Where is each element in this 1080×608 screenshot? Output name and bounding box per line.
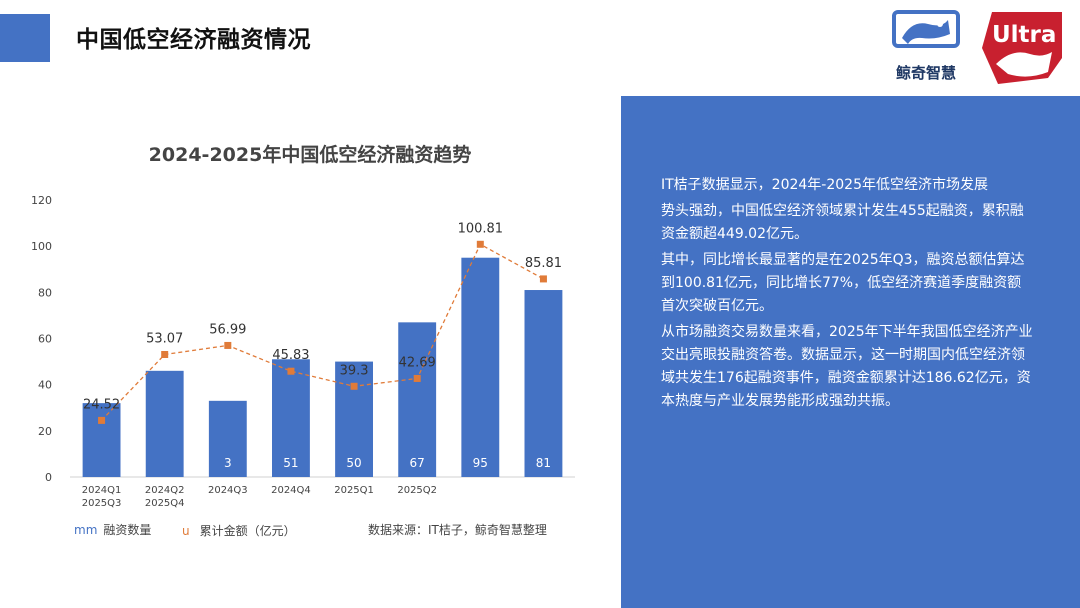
line-value-label: 85.81: [525, 256, 562, 271]
bar-value-label: 3: [224, 456, 232, 470]
bar-2025Q2: [398, 322, 437, 477]
bar-2025Q3: [461, 257, 500, 477]
legend-line-label: 累计金额（亿元）: [199, 524, 296, 538]
line-value-label: 24.52: [83, 397, 120, 412]
y-tick-label: 60: [38, 333, 52, 346]
y-tick-label: 120: [31, 194, 52, 207]
chart-title: 2024-2025年中国低空经济融资趋势: [148, 144, 472, 166]
line-value-label: 39.3: [340, 363, 369, 378]
line-point-2025Q3: [476, 240, 484, 248]
line-point-2024Q1: [98, 416, 106, 424]
y-tick-label: 80: [38, 286, 52, 299]
line-value-label: 53.07: [146, 331, 183, 346]
bar-2024Q1: [82, 403, 121, 477]
line-point-2025Q2: [413, 374, 421, 382]
title-accent-square: [0, 14, 50, 62]
bar-2024Q2: [145, 370, 184, 477]
x-tick-label: 2025Q2: [397, 485, 437, 496]
line-value-label: 42.69: [399, 355, 436, 370]
legend-bar-marker: mm: [74, 523, 98, 537]
bar-value-label: 95: [473, 456, 488, 470]
line-point-2024Q2: [161, 350, 169, 358]
whale-logo-name: 鲸奇智慧: [895, 64, 956, 82]
line-point-2025Q4: [539, 275, 547, 283]
summary-paragraph-3: 其中，同比增长最显著的是在2025年Q3，融资总额估算达到100.81亿元，同比…: [661, 252, 1025, 314]
bar-value-label: 67: [410, 456, 425, 470]
bar-2024Q3: [208, 400, 247, 477]
x-tick-label: 2025Q3: [82, 498, 122, 509]
legend-line-item: u 累计金额（亿元）: [182, 522, 296, 539]
summary-panel: IT桔子数据显示，2024年-2025年低空经济市场发展 势头强劲，中国低空经济…: [621, 96, 1080, 608]
line-value-label: 45.83: [272, 348, 309, 363]
x-tick-label: 2025Q4: [145, 498, 185, 509]
legend-bar-item: mm 融资数量: [74, 522, 164, 538]
summary-paragraph-1: IT桔子数据显示，2024年-2025年低空经济市场发展: [661, 177, 988, 193]
x-tick-label: 2024Q1: [82, 485, 122, 496]
bar-2024Q4: [272, 359, 310, 477]
line-point-2024Q3: [224, 341, 232, 349]
summary-text: IT桔子数据显示，2024年-2025年低空经济市场发展 势头强劲，中国低空经济…: [661, 174, 1033, 416]
ultra-logo-text: Ultra: [992, 22, 1056, 48]
y-tick-label: 20: [38, 425, 52, 438]
line-value-label: 56.99: [209, 322, 246, 337]
whale-logo-icon: [892, 10, 960, 48]
x-tick-label: 2025Q1: [334, 485, 374, 496]
bar-value-label: 50: [346, 456, 361, 470]
x-tick-label: 2024Q2: [145, 485, 185, 496]
legend-line-marker: u: [182, 524, 190, 538]
chart-plot: 0 20 40 60 80 100 120 3 51 50 67 95 81 24.52 53.07 56.9…: [31, 194, 575, 509]
x-tick-label: 2024Q4: [271, 485, 311, 496]
y-tick-label: 0: [45, 471, 52, 484]
line-series-path: [101, 243, 544, 421]
y-tick-label: 100: [31, 240, 52, 253]
summary-paragraph-2: 势头强劲，中国低空经济领域累计发生455起融资，累积融资金额超449.02亿元。: [661, 203, 1024, 242]
data-source-note: 数据来源：IT桔子，鲸奇智慧整理: [368, 523, 547, 537]
ultra-logo: Ultra: [982, 12, 1062, 84]
bar-value-label: 81: [536, 456, 551, 470]
summary-paragraph-4: 从市场融资交易数量来看，2025年下半年我国低空经济产业交出亮眼投融资答卷。数据…: [661, 324, 1033, 409]
x-tick-label: 2024Q3: [208, 485, 248, 496]
y-tick-label: 40: [38, 379, 52, 392]
slide-title: 中国低空经济融资情况: [76, 27, 311, 53]
legend-bar-label: 融资数量: [103, 523, 152, 537]
bar-2025Q1: [335, 361, 373, 477]
bar-value-label: 51: [283, 456, 298, 470]
bar-2025Q4: [524, 290, 563, 477]
line-point-2025Q1: [350, 382, 358, 390]
whale-logo: 鲸奇智慧: [886, 10, 966, 84]
line-value-label: 100.81: [458, 221, 504, 236]
line-point-2024Q4: [287, 367, 295, 375]
